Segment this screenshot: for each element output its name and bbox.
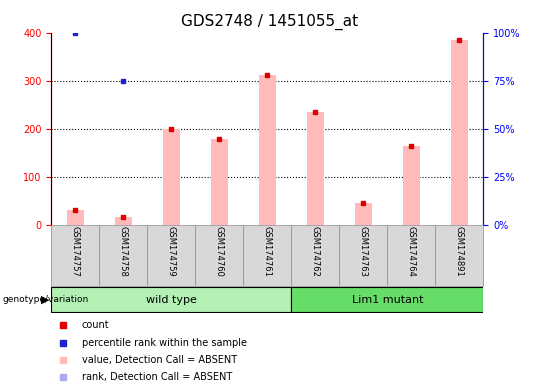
Bar	[51, 287, 291, 313]
Bar	[51, 225, 99, 286]
Bar	[451, 40, 468, 225]
Bar	[259, 75, 276, 225]
Bar	[291, 225, 339, 286]
Text: GSM174762: GSM174762	[311, 227, 320, 277]
Text: Lim1 mutant: Lim1 mutant	[352, 295, 423, 305]
Text: GSM174763: GSM174763	[359, 227, 368, 278]
Bar	[307, 113, 323, 225]
Bar	[115, 217, 132, 225]
Text: rank, Detection Call = ABSENT: rank, Detection Call = ABSENT	[82, 372, 232, 382]
Bar	[435, 225, 483, 286]
Text: GSM174760: GSM174760	[215, 227, 224, 277]
Bar	[163, 129, 180, 225]
Text: GSM174757: GSM174757	[71, 227, 80, 277]
Text: GDS2748 / 1451055_at: GDS2748 / 1451055_at	[181, 13, 359, 30]
Bar	[67, 210, 84, 225]
Bar	[387, 225, 435, 286]
Bar	[339, 225, 387, 286]
Text: GSM174761: GSM174761	[263, 227, 272, 277]
Text: GSM174758: GSM174758	[119, 227, 128, 277]
Bar	[211, 139, 228, 225]
Text: GSM174764: GSM174764	[407, 227, 416, 277]
Text: ▶: ▶	[41, 295, 50, 305]
Text: GSM174759: GSM174759	[167, 227, 176, 277]
Bar	[147, 225, 195, 286]
Text: percentile rank within the sample: percentile rank within the sample	[82, 338, 247, 348]
Bar	[291, 287, 483, 313]
Text: value, Detection Call = ABSENT: value, Detection Call = ABSENT	[82, 355, 237, 365]
Text: wild type: wild type	[146, 295, 197, 305]
Bar	[195, 225, 244, 286]
Bar	[244, 225, 291, 286]
Text: count: count	[82, 320, 109, 330]
Text: GSM174891: GSM174891	[455, 227, 464, 277]
Text: genotype/variation: genotype/variation	[3, 295, 89, 304]
Bar	[355, 203, 372, 225]
Bar	[99, 225, 147, 286]
Bar	[403, 146, 420, 225]
